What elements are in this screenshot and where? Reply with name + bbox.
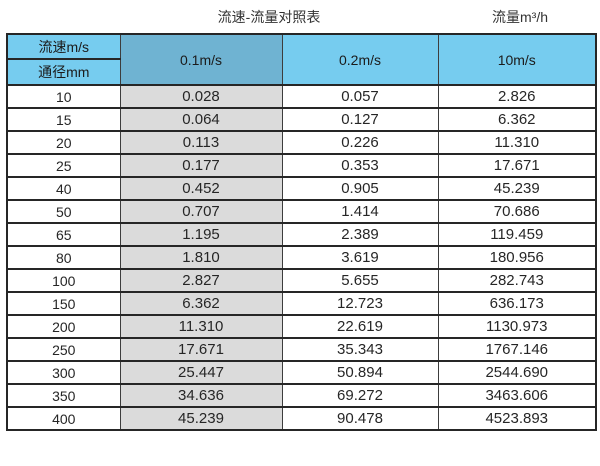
table-header: 流速m/s 0.1m/s 0.2m/s 10m/s 通径mm — [6, 33, 597, 86]
diameter-cell: 10 — [6, 84, 121, 109]
flow-value-cell: 35.343 — [281, 337, 439, 362]
flow-value-cell: 636.173 — [437, 291, 597, 316]
table-row: 25 0.177 0.353 17.671 — [6, 153, 597, 178]
header-row-top: 流速m/s 0.1m/s 0.2m/s 10m/s — [6, 33, 597, 86]
flow-value-cell: 5.655 — [281, 268, 439, 293]
table-row: 65 1.195 2.389 119.459 — [6, 222, 597, 247]
flow-value-cell: 2.827 — [119, 268, 283, 293]
flow-value-cell: 3.619 — [281, 245, 439, 270]
flow-value-cell: 69.272 — [281, 383, 439, 408]
table-row: 20 0.113 0.226 11.310 — [6, 130, 597, 155]
table-row: 10 0.028 0.057 2.826 — [6, 84, 597, 109]
flow-value-cell: 0.127 — [281, 107, 439, 132]
diameter-cell: 300 — [6, 360, 121, 385]
flow-value-cell: 1130.973 — [437, 314, 597, 339]
flow-value-cell: 2544.690 — [437, 360, 597, 385]
flow-value-cell: 0.226 — [281, 130, 439, 155]
flow-value-cell: 0.177 — [119, 153, 283, 178]
table-row: 400 45.239 90.478 4523.893 — [6, 406, 597, 431]
table-row: 150 6.362 12.723 636.173 — [6, 291, 597, 316]
flow-value-cell: 4523.893 — [437, 406, 597, 431]
flow-value-cell: 0.064 — [119, 107, 283, 132]
flow-value-cell: 12.723 — [281, 291, 439, 316]
flow-value-cell: 0.028 — [119, 84, 283, 109]
flow-value-cell: 70.686 — [437, 199, 597, 224]
flow-value-cell: 50.894 — [281, 360, 439, 385]
table-body: 10 0.028 0.057 2.826 15 0.064 0.127 6.362 20 0.11… — [6, 84, 597, 431]
flow-value-cell: 6.362 — [119, 291, 283, 316]
flow-value-cell: 2.826 — [437, 84, 597, 109]
velocity-column-header: 10m/s — [437, 33, 597, 86]
table-row: 50 0.707 1.414 70.686 — [6, 199, 597, 224]
table-row: 15 0.064 0.127 6.362 — [6, 107, 597, 132]
flow-value-cell: 11.310 — [119, 314, 283, 339]
header-row-bottom: 通径mm — [6, 58, 596, 86]
flow-value-cell: 282.743 — [437, 268, 597, 293]
diameter-cell: 80 — [6, 245, 121, 270]
flow-unit-label: 流量m³/h — [492, 9, 548, 25]
flow-value-cell: 45.239 — [119, 406, 283, 431]
diameter-cell: 25 — [6, 153, 121, 178]
diameter-cell: 20 — [6, 130, 121, 155]
flow-value-cell: 1767.146 — [437, 337, 597, 362]
flow-value-cell: 180.956 — [437, 245, 597, 270]
table-row: 300 25.447 50.894 2544.690 — [6, 360, 597, 385]
table-row: 350 34.636 69.272 3463.606 — [6, 383, 597, 408]
diameter-cell: 150 — [6, 291, 121, 316]
diameter-cell: 15 — [6, 107, 121, 132]
flow-value-cell: 17.671 — [119, 337, 283, 362]
diameter-cell: 400 — [6, 406, 121, 431]
corner-velocity-label: 流速m/s — [6, 33, 121, 60]
velocity-column-header: 0.1m/s — [119, 33, 283, 86]
table-row: 250 17.671 35.343 1767.146 — [6, 337, 597, 362]
diameter-cell: 65 — [6, 222, 121, 247]
flow-value-cell: 90.478 — [281, 406, 439, 431]
flow-value-cell: 1.810 — [119, 245, 283, 270]
flow-value-cell: 0.905 — [281, 176, 439, 201]
flow-value-cell: 3463.606 — [437, 383, 597, 408]
diameter-cell: 200 — [6, 314, 121, 339]
diameter-cell: 100 — [6, 268, 121, 293]
table-row: 40 0.452 0.905 45.239 — [6, 176, 597, 201]
flow-value-cell: 2.389 — [281, 222, 439, 247]
flow-value-cell: 17.671 — [437, 153, 597, 178]
flow-value-cell: 1.414 — [281, 199, 439, 224]
table-row: 200 11.310 22.619 1130.973 — [6, 314, 597, 339]
caption-bar: 流速-流量对照表 流量m³/h — [0, 0, 600, 33]
diameter-cell: 40 — [6, 176, 121, 201]
flow-value-cell: 0.707 — [119, 199, 283, 224]
flow-value-cell: 119.459 — [437, 222, 597, 247]
diameter-cell: 350 — [6, 383, 121, 408]
flow-value-cell: 0.353 — [281, 153, 439, 178]
flow-value-cell: 0.057 — [281, 84, 439, 109]
table-row: 100 2.827 5.655 282.743 — [6, 268, 597, 293]
flow-value-cell: 11.310 — [437, 130, 597, 155]
page-title: 流速-流量对照表 — [217, 9, 321, 25]
flow-value-cell: 22.619 — [281, 314, 439, 339]
flow-value-cell: 0.113 — [119, 130, 283, 155]
flow-value-cell: 0.452 — [119, 176, 283, 201]
flow-value-cell: 25.447 — [119, 360, 283, 385]
flow-value-cell: 45.239 — [437, 176, 597, 201]
corner-diameter-label: 通径mm — [6, 58, 121, 86]
diameter-cell: 50 — [6, 199, 121, 224]
diameter-cell: 250 — [6, 337, 121, 362]
flow-value-cell: 34.636 — [119, 383, 283, 408]
flow-value-cell: 1.195 — [119, 222, 283, 247]
flow-value-cell: 6.362 — [437, 107, 597, 132]
table-row: 80 1.810 3.619 180.956 — [6, 245, 597, 270]
velocity-column-header: 0.2m/s — [281, 33, 439, 86]
flow-rate-table: 流速m/s 0.1m/s 0.2m/s 10m/s 通径mm 10 0.028 0.… — [6, 33, 597, 431]
